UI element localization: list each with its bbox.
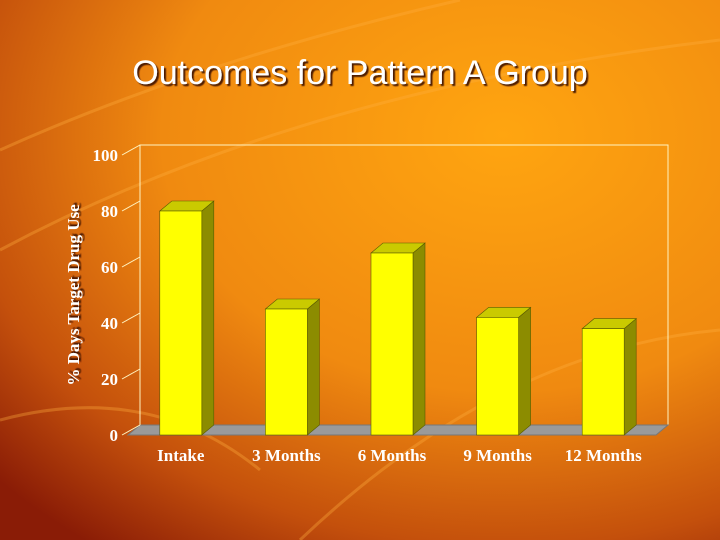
- y-tick-label: 40: [101, 314, 118, 333]
- tick-mark: [121, 312, 141, 324]
- bar-side: [623, 317, 637, 436]
- bar-side: [201, 200, 215, 436]
- y-tick-label: 20: [101, 370, 118, 389]
- bar: [581, 328, 625, 436]
- bar: [159, 210, 203, 436]
- bar-side: [518, 306, 531, 436]
- x-tick-label: 6 Months: [358, 446, 427, 465]
- y-tick-label: 80: [101, 202, 118, 221]
- slide-title: Outcomes for Pattern A Group: [132, 54, 587, 92]
- x-tick-label: Intake: [157, 446, 205, 465]
- tick-mark: [121, 144, 141, 156]
- tick-mark: [121, 424, 141, 436]
- bar: [265, 308, 308, 436]
- y-axis-label: % Days Target Drug Use: [64, 204, 83, 386]
- y-tick-label: 0: [110, 426, 119, 445]
- x-tick-label: 12 Months: [565, 446, 642, 465]
- bar: [370, 252, 414, 436]
- bar: [476, 317, 519, 436]
- x-tick-label: 9 Months: [463, 446, 532, 465]
- bar-side: [307, 298, 320, 436]
- tick-mark: [121, 200, 141, 212]
- x-tick-label: 3 Months: [252, 446, 321, 465]
- chart: 0 20 40 60 80 100 Intake 3 Months 6 Months 9 Mont…: [93, 144, 670, 465]
- bar-side: [412, 242, 426, 436]
- y-tick-label: 60: [101, 258, 118, 277]
- tick-mark: [121, 368, 141, 380]
- tick-mark: [121, 256, 141, 268]
- y-tick-label: 100: [93, 146, 119, 165]
